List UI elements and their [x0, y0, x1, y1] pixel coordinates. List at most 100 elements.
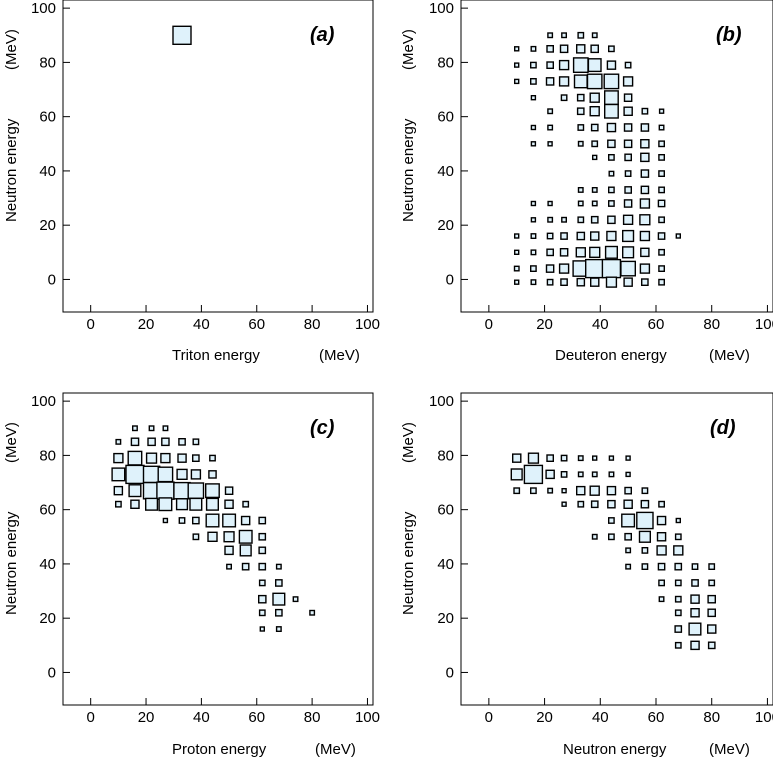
x-tick-label: 100 — [355, 709, 380, 726]
data-point-box — [586, 73, 603, 90]
data-point-box — [591, 200, 598, 207]
data-point-box — [622, 246, 635, 259]
data-point-box — [558, 263, 570, 274]
data-point-box — [590, 215, 599, 224]
data-point-box — [622, 76, 634, 87]
data-point-box — [530, 61, 537, 69]
data-point-box — [205, 513, 220, 528]
data-point-box — [258, 594, 267, 604]
data-point-box — [577, 140, 584, 147]
y-tick-label: 40 — [437, 556, 454, 573]
y-tick-label: 20 — [39, 610, 56, 627]
data-point-box — [591, 140, 599, 148]
plot-frame — [62, 0, 374, 313]
data-point-box — [178, 438, 186, 446]
data-point-box — [674, 625, 683, 633]
x-tick-label: 0 — [485, 709, 493, 726]
data-point-box — [259, 626, 265, 632]
data-point-box — [604, 245, 618, 259]
data-point-box — [576, 485, 586, 496]
data-point-box — [561, 488, 567, 494]
data-point-box — [658, 186, 666, 194]
x-tick-label: 100 — [755, 316, 773, 333]
data-point-box — [674, 641, 682, 649]
data-point-box — [175, 498, 189, 511]
data-point-box — [577, 31, 585, 39]
data-point-box — [545, 264, 555, 273]
data-point-box — [258, 562, 267, 571]
x-tick-label: 60 — [248, 709, 265, 726]
data-point-box — [674, 579, 682, 587]
data-point-box — [258, 532, 267, 541]
x-axis-label: Neutron energy — [563, 741, 667, 758]
data-point-box — [224, 545, 234, 556]
data-point-box — [674, 533, 682, 541]
data-point-box — [622, 229, 635, 243]
data-point-box — [147, 437, 156, 447]
data-point-box — [625, 471, 631, 478]
data-point-box — [592, 455, 598, 461]
data-point-box — [514, 62, 520, 68]
x-tick-label: 60 — [248, 316, 265, 333]
y-tick-label: 0 — [446, 271, 454, 288]
data-point-box — [111, 467, 126, 482]
y-tick-label: 100 — [429, 0, 454, 17]
data-point-box — [223, 531, 235, 543]
y-tick-label: 40 — [437, 163, 454, 180]
data-point-box — [545, 77, 555, 86]
data-point-box — [238, 529, 253, 544]
data-point-box — [510, 468, 523, 481]
data-point-box — [623, 499, 633, 510]
y-tick-label: 80 — [39, 447, 56, 464]
data-point-box — [608, 45, 615, 53]
data-point-box — [623, 199, 633, 208]
data-point-box — [639, 230, 651, 242]
data-point-box — [204, 483, 220, 499]
data-point-box — [514, 249, 520, 256]
data-point-box — [675, 517, 681, 524]
data-point-box — [605, 276, 618, 288]
data-point-box — [148, 425, 155, 432]
data-point-box — [590, 123, 599, 132]
data-point-box — [608, 455, 615, 461]
y-tick-label: 40 — [39, 163, 56, 180]
data-point-box — [258, 516, 267, 525]
data-marks — [111, 425, 316, 632]
data-point-box — [514, 279, 520, 285]
data-point-box — [226, 563, 233, 570]
data-point-box — [530, 141, 537, 147]
y-tick-label: 20 — [39, 217, 56, 234]
data-point-box — [577, 471, 584, 478]
data-point-box — [514, 46, 520, 52]
data-point-box — [115, 438, 122, 445]
data-point-box — [690, 608, 700, 618]
data-point-box — [658, 265, 666, 272]
data-point-box — [513, 487, 521, 495]
data-point-box — [608, 533, 615, 541]
x-tick-label: 40 — [193, 316, 210, 333]
data-point-box — [162, 517, 169, 524]
data-point-box — [572, 57, 589, 74]
data-point-box — [591, 471, 598, 478]
data-point-box — [547, 487, 554, 494]
y-axis-unit: (MeV) — [3, 29, 20, 70]
data-point-box — [113, 485, 124, 496]
plot-frame — [62, 392, 374, 706]
x-axis-label: Deuteron energy — [555, 347, 667, 364]
data-point-box — [658, 153, 666, 161]
data-point-box — [209, 454, 216, 462]
data-point-box — [658, 278, 666, 286]
data-point-box — [604, 103, 619, 119]
data-point-box — [587, 58, 602, 73]
data-point-box — [624, 170, 632, 177]
data-point-box — [589, 485, 600, 496]
y-axis-label: Neutron energy — [3, 511, 20, 615]
axis-ticks: 0 20 40 60 80 100 0 20 40 60 80 100 — [429, 0, 773, 333]
data-point-box — [546, 248, 555, 257]
data-point-box — [621, 513, 636, 528]
data-point-box — [514, 233, 520, 239]
y-tick-label: 0 — [446, 664, 454, 681]
data-point-box — [624, 486, 633, 495]
data-point-box — [192, 533, 200, 541]
